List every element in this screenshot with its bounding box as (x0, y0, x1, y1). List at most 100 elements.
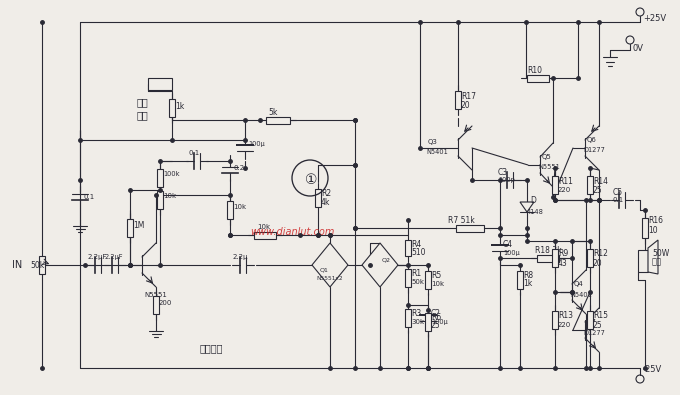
Text: 100μ: 100μ (248, 141, 265, 147)
Text: R7 51k: R7 51k (448, 216, 475, 224)
Text: 4k: 4k (321, 198, 330, 207)
Text: R18 3k: R18 3k (535, 246, 562, 254)
Text: 100μ: 100μ (503, 250, 520, 256)
Bar (587, 311, 593, 329)
Text: 提升: 提升 (137, 110, 149, 120)
Text: 1M: 1M (133, 220, 144, 229)
Text: 1k: 1k (175, 102, 184, 111)
Bar (266, 117, 290, 124)
Text: 音箱: 音箱 (652, 258, 662, 267)
Text: Q5: Q5 (542, 154, 551, 160)
Text: 25: 25 (593, 186, 602, 194)
Bar (552, 249, 558, 267)
Text: R14: R14 (593, 177, 608, 186)
Text: 43: 43 (558, 258, 568, 267)
Bar (405, 269, 411, 287)
Text: R3: R3 (411, 308, 421, 318)
Text: 100k: 100k (163, 171, 180, 177)
Text: R6: R6 (431, 312, 441, 322)
Bar (157, 169, 163, 187)
Text: 20: 20 (593, 258, 602, 267)
Text: R4: R4 (411, 239, 421, 248)
Text: 10k: 10k (257, 224, 270, 230)
Text: D: D (530, 196, 536, 205)
Text: 0.1: 0.1 (83, 194, 95, 200)
Polygon shape (312, 243, 348, 287)
Text: 0.2: 0.2 (233, 165, 244, 171)
Text: 2.2μF: 2.2μF (88, 254, 107, 260)
Text: R8: R8 (523, 271, 533, 280)
Text: 20: 20 (461, 100, 471, 109)
Bar (169, 99, 175, 117)
Text: 低音: 低音 (137, 97, 149, 107)
Text: 10k: 10k (431, 281, 444, 287)
Bar (425, 271, 431, 289)
Text: Q4: Q4 (574, 281, 583, 287)
Text: 25: 25 (431, 322, 441, 331)
Text: 50k: 50k (30, 260, 44, 269)
Text: 4148: 4148 (527, 209, 544, 215)
Bar (425, 313, 431, 331)
Text: R11: R11 (558, 177, 573, 186)
Text: C4: C4 (503, 239, 513, 248)
Bar (148, 78, 172, 90)
Text: 2.2μF: 2.2μF (105, 254, 124, 260)
Text: 50W: 50W (652, 248, 669, 258)
Text: 0.1: 0.1 (613, 197, 624, 203)
Text: 10k: 10k (163, 193, 176, 199)
Text: 200: 200 (159, 300, 172, 306)
Bar (405, 240, 411, 256)
Text: 10: 10 (648, 226, 658, 235)
Text: 100μ: 100μ (431, 319, 447, 325)
Bar (227, 201, 233, 219)
Text: 30k: 30k (411, 319, 424, 325)
Text: R9: R9 (558, 250, 568, 258)
Text: ①: ① (305, 173, 318, 187)
Bar (638, 250, 648, 272)
Text: Q3: Q3 (428, 139, 438, 145)
Bar (587, 249, 593, 267)
Text: Q2: Q2 (382, 258, 391, 263)
Text: D1277: D1277 (583, 330, 605, 336)
Text: N5551: N5551 (144, 292, 167, 298)
Text: 220: 220 (558, 322, 571, 328)
Polygon shape (362, 243, 398, 287)
Text: R10: R10 (527, 66, 542, 75)
Text: C3: C3 (498, 167, 508, 177)
Text: N5401: N5401 (426, 149, 447, 155)
Bar (455, 91, 461, 109)
Polygon shape (520, 202, 534, 212)
Text: 510: 510 (411, 248, 426, 256)
Text: 50k: 50k (411, 279, 424, 285)
Bar (39, 256, 45, 274)
Text: N5401: N5401 (570, 292, 592, 298)
Bar (552, 311, 558, 329)
Bar (153, 296, 159, 314)
Text: R1: R1 (411, 269, 421, 278)
Bar (315, 189, 321, 207)
Polygon shape (648, 240, 658, 274)
Text: Q1: Q1 (320, 267, 329, 273)
Bar (552, 176, 558, 194)
Text: R17: R17 (461, 92, 476, 100)
Text: 220: 220 (558, 187, 571, 193)
Text: 25: 25 (593, 320, 602, 329)
Text: 0V: 0V (633, 43, 644, 53)
Bar (527, 75, 549, 81)
Text: 5k: 5k (268, 107, 277, 117)
Text: R2: R2 (321, 188, 331, 198)
Text: R12: R12 (593, 250, 608, 258)
Text: R15: R15 (593, 312, 608, 320)
Bar (405, 309, 411, 327)
Text: 0.1: 0.1 (188, 150, 199, 156)
Text: 高音提升: 高音提升 (200, 343, 224, 353)
Text: IN: IN (12, 260, 22, 270)
Text: N5551: N5551 (538, 164, 560, 170)
Bar (254, 231, 276, 239)
Bar (127, 219, 133, 237)
Text: Q7: Q7 (587, 319, 597, 325)
Text: R5: R5 (431, 271, 441, 280)
Text: R13: R13 (558, 312, 573, 320)
Bar (587, 176, 593, 194)
Bar (642, 218, 648, 238)
